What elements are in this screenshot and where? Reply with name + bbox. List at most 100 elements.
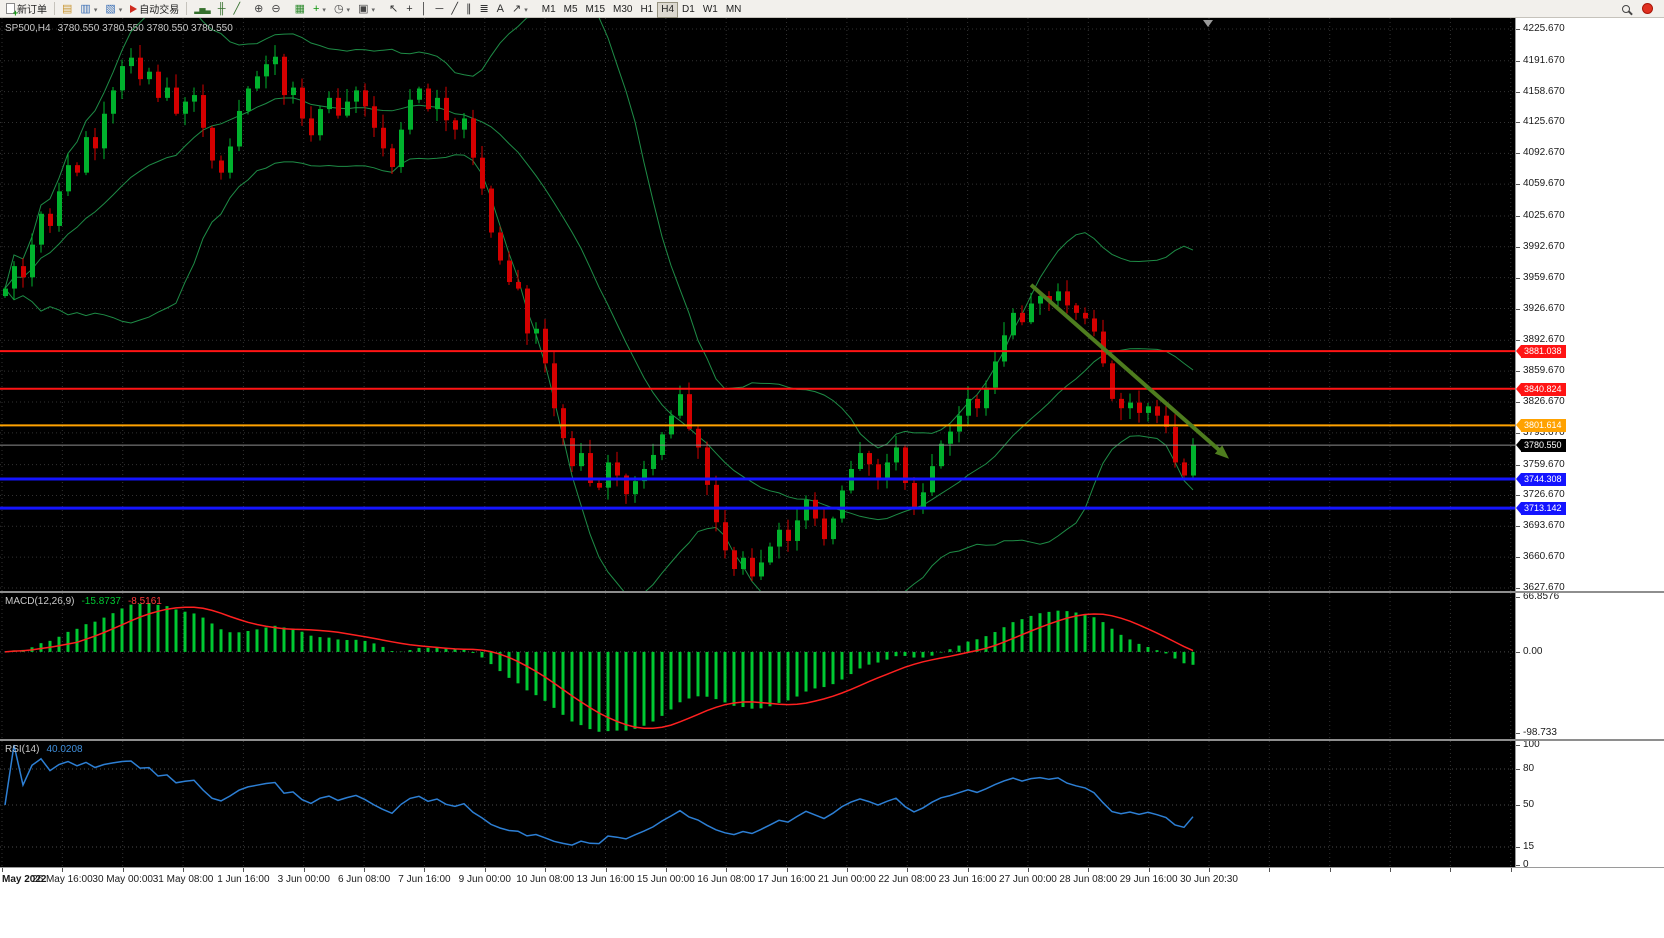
axis-tick <box>122 868 124 872</box>
arrow-objects-icon: ↗ <box>512 3 522 16</box>
fibonacci-retracement-button[interactable]: ≣ <box>475 2 492 18</box>
price-tick-label: 3693.670 <box>1523 520 1565 532</box>
timeframe-button-m15[interactable]: M15 <box>582 2 609 18</box>
bar-chart-button[interactable]: ▂▅▃ <box>190 2 213 18</box>
time-tick-label: 29 Jun 16:00 <box>1119 874 1178 885</box>
price-level-badge: 3744.308 <box>1516 472 1566 486</box>
price-tick-label: 3627.670 <box>1523 582 1565 593</box>
price-axis[interactable]: 4225.670 4191.670 4158.670 4125.670 4092.670… <box>1515 18 1664 870</box>
axis-tick <box>1329 868 1331 872</box>
symbol-period-label: SP500,H4 <box>5 23 51 34</box>
tile-windows-button[interactable]: ▦ <box>291 2 309 18</box>
axis-tick <box>243 868 245 872</box>
axis-tick <box>1516 865 1520 866</box>
crosshair-icon: + <box>406 3 413 16</box>
fibonacci-retracement-icon: ≣ <box>479 3 489 16</box>
time-tick-label: 23 Jun 16:00 <box>938 874 997 885</box>
axis-tick <box>907 868 909 872</box>
axis-tick <box>1516 745 1520 746</box>
line-chart-button[interactable]: ╱ <box>230 2 245 18</box>
timeframe-button-h4[interactable]: H4 <box>657 1 679 18</box>
price-tick-label: 3959.670 <box>1523 271 1565 283</box>
candlestick-chart-button[interactable]: ╫ <box>214 2 230 18</box>
timeframe-button-m30[interactable]: M30 <box>609 2 636 18</box>
axis-tick <box>605 868 607 872</box>
price-tick-label: 4225.670 <box>1523 23 1565 34</box>
axis-tick <box>1516 184 1520 186</box>
axis-tick <box>1516 557 1520 559</box>
axis-tick <box>1516 401 1520 403</box>
chart-profiles-button[interactable]: ▧ ▾ <box>101 2 126 18</box>
price-tick-label: 4059.670 <box>1523 178 1565 190</box>
cursor-button[interactable]: ↖ <box>385 2 402 18</box>
candles-layer <box>3 45 1196 582</box>
crosshair-button[interactable]: + <box>402 2 416 18</box>
panel-splitter[interactable] <box>0 739 1664 741</box>
zoom-in-button[interactable]: ⊕ <box>250 2 267 18</box>
new-order-label: 新订单 <box>17 5 47 16</box>
main-price-chart[interactable] <box>0 18 1515 591</box>
macd-label: MACD(12,26,9) -15.8737 -8.5161 <box>5 596 162 607</box>
text-label-icon: A <box>496 3 504 16</box>
horizontal-line-button[interactable]: ─ <box>432 2 448 18</box>
timeframe-button-d1[interactable]: D1 <box>678 2 699 18</box>
rsi-axis-label: 0 <box>1523 859 1529 870</box>
axis-tick <box>1516 597 1520 598</box>
time-axis[interactable]: May 2022 26 May 16:00 30 May 00:00 31 May 0… <box>0 867 1664 938</box>
rsi-label: RSI(14) 40.0208 <box>5 744 83 755</box>
price-level-badge: 3881.038 <box>1516 345 1566 359</box>
chart-shift-marker <box>1203 20 1213 27</box>
time-tick-label: 15 Jun 00:00 <box>636 874 695 885</box>
horizontal-line-icon: ─ <box>435 3 444 16</box>
trendline-button[interactable]: ╱ <box>447 2 462 18</box>
macd-main-value: -15.8737 <box>81 596 121 607</box>
vertical-line-button[interactable]: │ <box>417 2 432 18</box>
axis-tick <box>1516 847 1520 848</box>
macd-signal-line <box>4 606 1194 730</box>
price-tick-label: 3859.670 <box>1523 365 1565 377</box>
time-tick-label: 27 Jun 00:00 <box>999 874 1057 885</box>
timeframe-button-m5[interactable]: M5 <box>560 2 582 18</box>
timeframe-button-mn[interactable]: MN <box>722 2 746 18</box>
axis-tick <box>1516 526 1520 528</box>
market-watch-button[interactable]: ▤ <box>58 2 76 18</box>
candlestick-chart-icon: ╫ <box>217 3 226 16</box>
macd-signal-value: -8.5161 <box>127 596 162 607</box>
search-icon <box>1622 4 1630 13</box>
search-button[interactable] <box>1618 1 1634 17</box>
chevron-down-icon: ▾ <box>322 6 326 14</box>
new-chart-button[interactable]: ▥ ▾ <box>76 2 101 18</box>
timeframe-button-h1[interactable]: H1 <box>636 2 657 18</box>
auto-trading-button[interactable]: 自动交易 <box>126 1 183 17</box>
panel-splitter[interactable] <box>0 591 1664 593</box>
indicators-list-button[interactable]: + ▾ <box>309 2 330 18</box>
axis-tick <box>665 868 667 872</box>
period-selector-button[interactable]: ◷ ▾ <box>330 2 354 18</box>
bid-price-badge: 3780.550 <box>1516 439 1566 453</box>
new-order-button[interactable]: 新订单 <box>2 1 51 18</box>
notifications-button[interactable] <box>1638 1 1657 17</box>
timeframe-button-w1[interactable]: W1 <box>699 2 722 18</box>
axis-tick <box>1516 371 1520 373</box>
axis-tick <box>364 868 366 872</box>
axis-tick <box>1516 122 1520 124</box>
rsi-indicator-panel[interactable] <box>0 741 1515 867</box>
timeframe-button-m1[interactable]: M1 <box>538 2 560 18</box>
chevron-down-icon: ▾ <box>371 6 375 14</box>
template-selector-button[interactable]: ▣ ▾ <box>354 2 379 18</box>
time-tick-label: 6 Jun 08:00 <box>337 874 391 885</box>
axis-tick <box>786 868 788 872</box>
chevron-down-icon: ▾ <box>93 6 98 14</box>
axis-tick <box>1516 495 1520 497</box>
time-tick-label: 10 Jun 08:00 <box>516 874 575 885</box>
time-tick-label: 7 Jun 16:00 <box>398 874 451 885</box>
rsi-value: 40.0208 <box>46 744 83 755</box>
text-label-button[interactable]: A <box>493 2 508 18</box>
equidistant-channel-button[interactable]: ∥ <box>462 2 476 18</box>
zoom-out-button[interactable]: ⊖ <box>267 2 284 18</box>
trend-arrow <box>1029 283 1225 455</box>
arrow-objects-button[interactable]: ↗ ▾ <box>508 2 532 18</box>
axis-tick <box>2 868 3 872</box>
trendline-icon: ╱ <box>451 3 458 16</box>
macd-indicator-panel[interactable] <box>0 593 1515 739</box>
